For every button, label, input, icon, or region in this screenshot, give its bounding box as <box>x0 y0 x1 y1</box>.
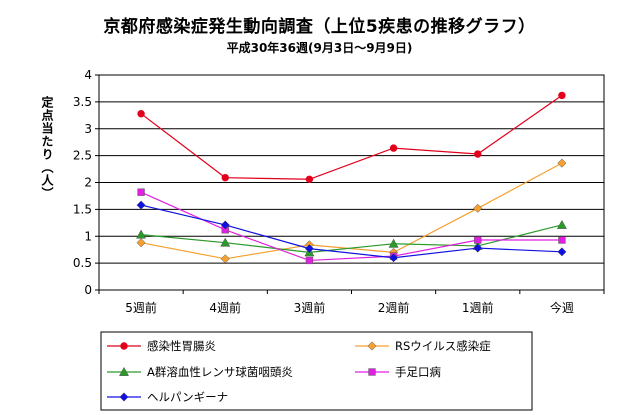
chart-title: 京都府感染症発生動向調査（上位5疾患の推移グラフ） <box>103 17 536 37</box>
data-point <box>556 219 567 229</box>
x-tick-label: 5週前 <box>125 300 157 315</box>
data-point <box>305 175 314 183</box>
data-point <box>474 236 482 244</box>
y-tick-label: 0.5 <box>73 256 92 270</box>
legend-label: 感染性胃腸炎 <box>147 339 216 353</box>
legend-marker <box>120 342 128 350</box>
data-point <box>220 237 231 247</box>
data-point <box>136 238 146 248</box>
y-tick-label: 2 <box>84 176 92 190</box>
y-tick-label: 4 <box>84 68 92 82</box>
data-point <box>557 247 567 257</box>
series-line <box>140 191 562 262</box>
legend-label: 手足口病 <box>395 365 441 379</box>
x-tick-label: 4週前 <box>209 300 241 315</box>
data-point <box>389 144 398 152</box>
legend-marker <box>119 392 129 402</box>
y-tick-label: 3 <box>84 122 92 136</box>
data-point <box>305 256 314 265</box>
x-tick-label: 2週前 <box>378 300 410 315</box>
x-tick-label: 1週前 <box>462 300 494 315</box>
x-tick-label: 今週 <box>550 300 574 315</box>
legend-label: ヘルパンギーナ <box>147 390 228 404</box>
x-tick-label: 3週前 <box>294 300 326 315</box>
data-point <box>136 200 146 210</box>
data-point <box>220 254 230 264</box>
data-point <box>473 243 483 253</box>
data-point <box>304 244 314 254</box>
series-line <box>140 204 562 259</box>
legend-marker <box>118 366 130 376</box>
y-tick-label: 3.5 <box>73 95 92 109</box>
data-point <box>389 253 399 263</box>
y-axis-label: 定点当たり（人） <box>40 96 54 200</box>
legend-marker <box>367 341 377 351</box>
data-point <box>388 238 399 248</box>
data-point <box>473 203 483 213</box>
chart-subtitle: 平成30年36週(9月3日～9月9日) <box>226 41 413 55</box>
series-line <box>140 94 563 180</box>
legend-box <box>100 331 533 411</box>
data-point <box>558 236 566 244</box>
legend-label: RSウイルス感染症 <box>395 339 491 353</box>
legend-marker <box>368 368 376 376</box>
data-point <box>220 220 230 230</box>
data-point <box>137 188 145 196</box>
series-line <box>141 224 563 253</box>
data-point <box>474 150 482 158</box>
data-point <box>558 91 566 100</box>
y-tick-label: 2.5 <box>73 149 92 163</box>
y-tick-label: 1 <box>84 229 92 243</box>
legend-label: A群溶血性レンサ球菌咽頭炎 <box>147 365 293 379</box>
data-point <box>136 229 147 239</box>
data-point <box>137 110 145 118</box>
data-point <box>557 158 567 168</box>
data-point <box>221 173 229 182</box>
y-tick-label: 0 <box>84 283 92 297</box>
y-tick-label: 1.5 <box>73 202 92 216</box>
